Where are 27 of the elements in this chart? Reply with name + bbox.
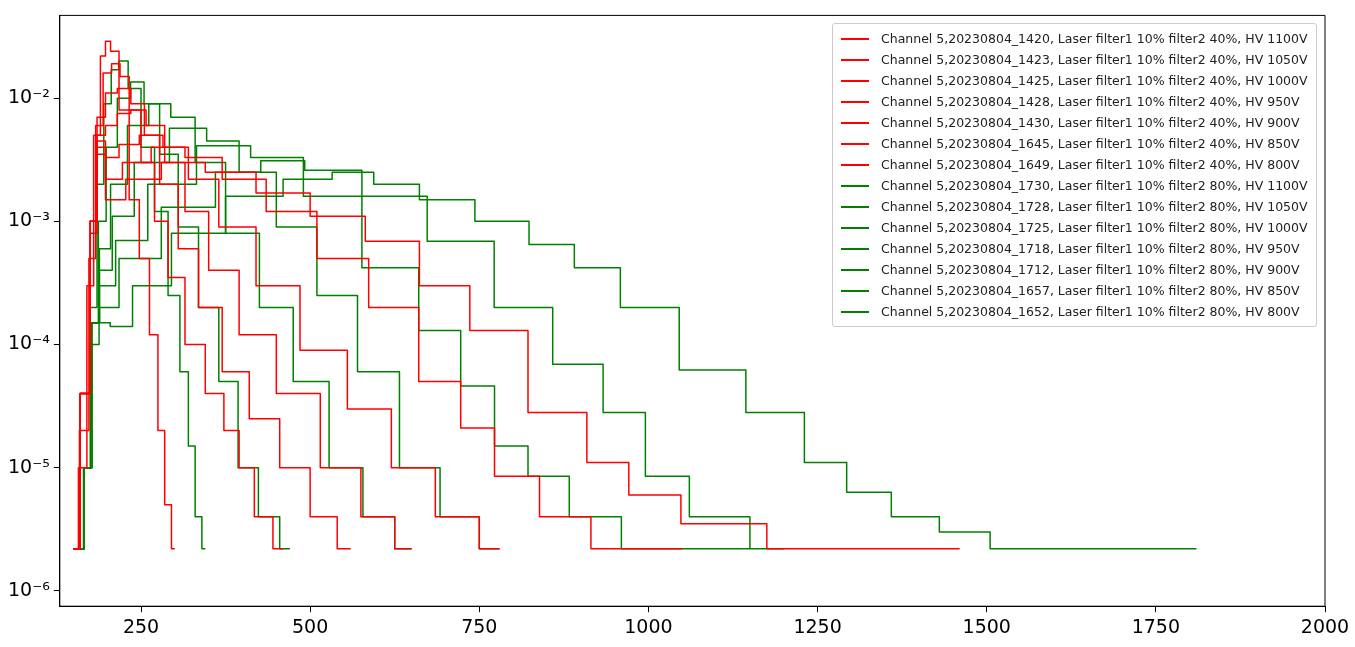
legend-label: Channel 5,20230804_1730, Laser filter1 10% filter2 80%, HV 1100V bbox=[881, 178, 1308, 194]
legend-label: Channel 5,20230804_1430, Laser filter1 10% filter2 40%, HV 900V bbox=[881, 115, 1300, 131]
legend-label: Channel 5,20230804_1425, Laser filter1 10% filter2 40%, HV 1000V bbox=[881, 73, 1308, 89]
x-tick-label: 500 bbox=[292, 614, 329, 637]
y-tick-label: 10⁻⁴ bbox=[7, 331, 51, 354]
y-tick-label: 10⁻² bbox=[7, 85, 50, 108]
legend-label: Channel 5,20230804_1728, Laser filter1 10% filter2 80%, HV 1050V bbox=[881, 199, 1308, 215]
legend-label: Channel 5,20230804_1652, Laser filter1 10% filter2 80%, HV 800V bbox=[881, 304, 1300, 320]
legend-label: Channel 5,20230804_1423, Laser filter1 10% filter2 40%, HV 1050V bbox=[881, 52, 1308, 68]
y-tick-label: 10⁻⁶ bbox=[7, 577, 50, 600]
x-tick-label: 750 bbox=[461, 614, 498, 637]
legend-label: Channel 5,20230804_1657, Laser filter1 10% filter2 80%, HV 850V bbox=[881, 283, 1300, 299]
x-tick-label: 1750 bbox=[1131, 614, 1181, 637]
x-tick-label: 250 bbox=[122, 614, 160, 637]
legend-label: Channel 5,20230804_1712, Laser filter1 10% filter2 80%, HV 900V bbox=[881, 262, 1300, 278]
legend-label: Channel 5,20230804_1428, Laser filter1 10% filter2 40%, HV 950V bbox=[881, 94, 1300, 110]
y-tick-label: 10⁻⁵ bbox=[7, 454, 50, 477]
legend-label: Channel 5,20230804_1649, Laser filter1 10% filter2 40%, HV 800V bbox=[881, 157, 1300, 173]
y-tick-label: 10⁻³ bbox=[7, 208, 50, 231]
legend-label: Channel 5,20230804_1645, Laser filter1 10% filter2 40%, HV 850V bbox=[881, 136, 1300, 152]
x-tick-label: 1250 bbox=[793, 614, 842, 637]
x-tick-label: 1000 bbox=[624, 614, 673, 637]
legend-label: Channel 5,20230804_1420, Laser filter1 10% filter2 40%, HV 1100V bbox=[881, 31, 1308, 47]
x-tick-label: 2000 bbox=[1300, 614, 1350, 637]
legend-label: Channel 5,20230804_1725, Laser filter1 10% filter2 80%, HV 1000V bbox=[881, 220, 1308, 236]
x-tick-label: 1500 bbox=[962, 614, 1011, 637]
legend-label: Channel 5,20230804_1718, Laser filter1 10% filter2 80%, HV 950V bbox=[881, 241, 1300, 257]
